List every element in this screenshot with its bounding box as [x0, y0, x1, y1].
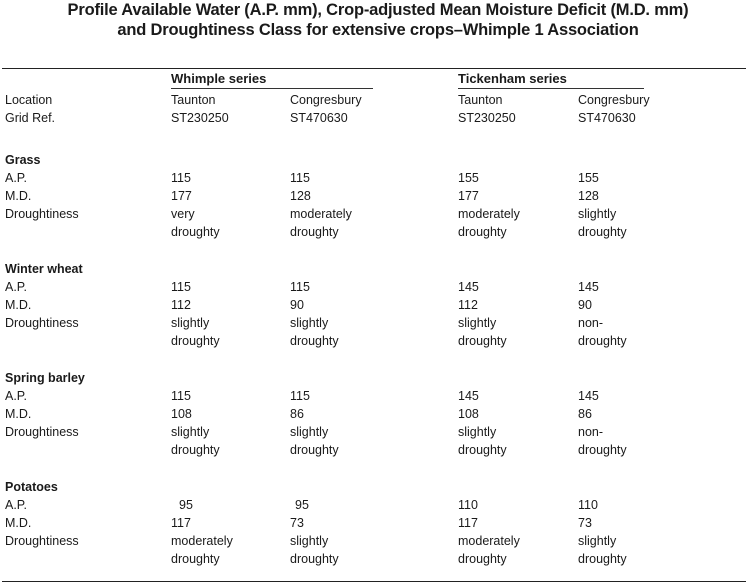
series-heading-whimple: Whimple series: [171, 71, 267, 86]
ap-label: A.P.: [5, 389, 28, 403]
droughtiness-value: droughty: [171, 225, 220, 239]
md-value: 73: [290, 516, 304, 530]
md-value: 90: [578, 298, 592, 312]
column-gridref: ST470630: [290, 111, 348, 125]
md-value: 112: [171, 298, 191, 312]
top-rule: [2, 68, 746, 69]
droughtiness-value: droughty: [458, 443, 507, 457]
droughtiness-value: slightly: [290, 316, 329, 330]
series-underline-tickenham: [458, 88, 644, 89]
droughtiness-value: droughty: [578, 552, 627, 566]
ap-value: 115: [290, 171, 310, 185]
droughtiness-value: moderately: [290, 207, 352, 221]
droughtiness-value: droughty: [578, 443, 627, 457]
ap-value: 145: [578, 280, 599, 294]
droughtiness-value: droughty: [171, 443, 220, 457]
droughtiness-value: droughty: [578, 334, 627, 348]
droughtiness-value: droughty: [458, 334, 507, 348]
md-value: 112: [458, 298, 478, 312]
droughtiness-value: slightly: [290, 534, 329, 548]
crop-heading: Spring barley: [5, 371, 85, 385]
droughtiness-value: non-: [578, 316, 604, 330]
droughtiness-value: droughty: [290, 225, 339, 239]
crop-heading: Potatoes: [5, 480, 58, 494]
ap-label: A.P.: [5, 171, 28, 185]
column-location: Congresbury: [290, 93, 362, 107]
ap-value: 115: [171, 280, 191, 294]
md-value: 177: [171, 189, 192, 203]
md-label: M.D.: [5, 298, 32, 312]
ap-value: 115: [290, 280, 310, 294]
md-value: 117: [171, 516, 191, 530]
series-heading-tickenham: Tickenham series: [458, 71, 567, 86]
md-value: 128: [578, 189, 599, 203]
crop-heading: Grass: [5, 153, 41, 167]
droughtiness-value: slightly: [458, 425, 497, 439]
ap-value: 155: [578, 171, 599, 185]
droughtiness-label: Droughtiness: [5, 425, 79, 439]
droughtiness-value: moderately: [458, 207, 520, 221]
series-underline-whimple: [171, 88, 373, 89]
droughtiness-value: slightly: [458, 316, 497, 330]
ap-value: 110: [578, 498, 598, 512]
droughtiness-value: droughty: [290, 443, 339, 457]
ap-value: 95: [179, 498, 193, 512]
ap-label: A.P.: [5, 498, 28, 512]
ap-value: 110: [458, 498, 478, 512]
bottom-rule: [2, 581, 746, 582]
droughtiness-label: Droughtiness: [5, 534, 79, 548]
droughtiness-label: Droughtiness: [5, 207, 79, 221]
droughtiness-value: droughty: [171, 552, 220, 566]
md-label: M.D.: [5, 189, 32, 203]
md-value: 117: [458, 516, 478, 530]
droughtiness-value: droughty: [458, 225, 507, 239]
md-value: 108: [171, 407, 192, 421]
ap-value: 115: [171, 171, 191, 185]
droughtiness-value: slightly: [578, 534, 617, 548]
md-value: 108: [458, 407, 479, 421]
md-value: 73: [578, 516, 592, 530]
droughtiness-value: droughty: [578, 225, 627, 239]
md-label: M.D.: [5, 516, 32, 530]
droughtiness-label: Droughtiness: [5, 316, 79, 330]
md-label: M.D.: [5, 407, 32, 421]
droughtiness-value: non-: [578, 425, 604, 439]
gridref-label: Grid Ref.: [5, 111, 56, 125]
column-gridref: ST230250: [171, 111, 229, 125]
column-location: Congresbury: [578, 93, 650, 107]
crop-heading: Winter wheat: [5, 262, 83, 276]
ap-value: 115: [290, 389, 310, 403]
droughtiness-value: droughty: [458, 552, 507, 566]
droughtiness-value: slightly: [578, 207, 617, 221]
md-value: 90: [290, 298, 304, 312]
droughtiness-value: moderately: [171, 534, 233, 548]
table-title-line-2: and Droughtiness Class for extensive cro…: [117, 21, 639, 39]
md-value: 177: [458, 189, 479, 203]
droughtiness-value: slightly: [171, 316, 210, 330]
column-gridref: ST470630: [578, 111, 636, 125]
droughtiness-value: droughty: [171, 334, 220, 348]
column-gridref: ST230250: [458, 111, 516, 125]
column-location: Taunton: [458, 93, 503, 107]
table-title-line-1: Profile Available Water (A.P. mm), Crop-…: [67, 1, 689, 19]
md-value: 86: [290, 407, 304, 421]
droughtiness-value: slightly: [171, 425, 210, 439]
droughtiness-value: droughty: [290, 334, 339, 348]
ap-value: 155: [458, 171, 479, 185]
md-value: 128: [290, 189, 311, 203]
location-label: Location: [5, 93, 53, 107]
ap-value: 145: [458, 280, 479, 294]
ap-value: 95: [295, 498, 309, 512]
droughtiness-value: moderately: [458, 534, 520, 548]
ap-value: 145: [458, 389, 479, 403]
droughtiness-value: slightly: [290, 425, 329, 439]
ap-value: 145: [578, 389, 599, 403]
droughtiness-value: very: [171, 207, 195, 221]
droughtiness-value: droughty: [290, 552, 339, 566]
md-value: 86: [578, 407, 592, 421]
column-location: Taunton: [171, 93, 216, 107]
ap-value: 115: [171, 389, 191, 403]
ap-label: A.P.: [5, 280, 28, 294]
